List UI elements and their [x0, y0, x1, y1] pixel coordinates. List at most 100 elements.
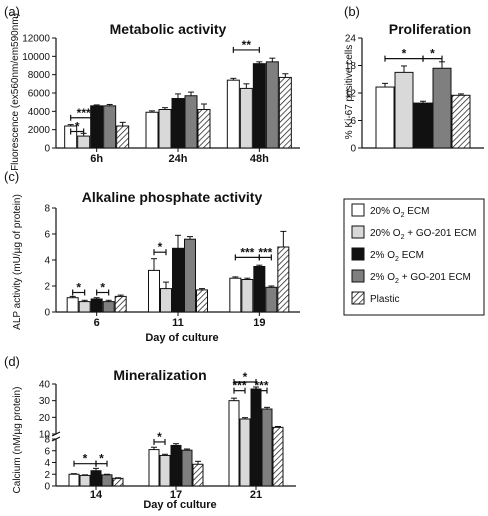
bar: [261, 408, 273, 487]
legend-label-subscript: 2: [395, 278, 399, 285]
y-tick-label: 30: [39, 396, 51, 407]
significance-label: *: [430, 47, 435, 61]
panel-metabolic-activity: (a) Metabolic activity Fluorescence (ex5…: [4, 4, 300, 171]
bar: [159, 454, 171, 487]
bar: [101, 474, 113, 487]
bar: [103, 105, 117, 149]
bar: [158, 109, 172, 149]
bar: [241, 279, 254, 313]
bar: [112, 477, 124, 487]
y-tick-label: 8: [44, 435, 50, 446]
panel-letter: (a): [4, 4, 20, 19]
legend-swatch: [351, 269, 365, 283]
bar: [432, 67, 452, 149]
bar: [239, 418, 251, 487]
bar: [228, 400, 240, 487]
legend-swatch: [351, 203, 365, 217]
y-tick-label: 18: [345, 61, 357, 72]
bar: [68, 473, 80, 487]
legend-swatch: [351, 291, 365, 305]
bar: [375, 86, 395, 149]
significance-label: ***: [240, 245, 254, 259]
bar: [184, 238, 196, 313]
significance-label: ***: [254, 379, 268, 393]
y-tick-label: 12000: [22, 34, 50, 45]
plot-area: 0 6 12 18 24 * *: [345, 34, 484, 155]
panel-alp-activity: (c) Alkaline phosphate activity ALP acti…: [4, 169, 300, 344]
legend-label-main: 2% O: [370, 250, 395, 261]
y-tick-label: 2000: [28, 125, 51, 136]
bar: [265, 61, 279, 149]
y-tick-label: 4000: [28, 107, 51, 118]
panel-proliferation: (b) Proliferation % Ki-67 positive cells…: [344, 4, 484, 155]
bar: [148, 449, 160, 487]
y-tick-label: 6: [44, 446, 50, 457]
panel-mineralization: (d) Mineralization Calcium (nM/µg protei…: [4, 354, 296, 511]
bar: [451, 94, 471, 149]
x-tick-label: 6: [94, 317, 100, 329]
bar: [265, 286, 278, 313]
legend-label: Plastic: [370, 294, 399, 305]
chart-title: Metabolic activity: [110, 21, 227, 37]
y-tick-label: 8000: [28, 70, 51, 81]
significance-label: *: [99, 452, 104, 466]
y-tick-label: 8: [44, 204, 50, 215]
significance-label: *: [83, 452, 88, 466]
x-axis-label: Day of culture: [145, 332, 218, 344]
y-tick-label: 2: [44, 470, 50, 481]
bar: [252, 63, 266, 149]
panel-letter: (b): [344, 4, 360, 19]
bar: [90, 470, 102, 487]
x-tick-label: 6h: [90, 153, 103, 165]
x-tick-label: 48h: [250, 153, 269, 165]
bar: [170, 444, 182, 487]
significance-label: *: [157, 430, 162, 444]
legend-swatch: [351, 225, 365, 239]
legend-label: 20% O2 ECM: [370, 206, 429, 219]
legend-label-rest: + GO-201 ECM: [399, 272, 471, 283]
significance-label: **: [242, 38, 252, 52]
panel-letter: (d): [4, 354, 20, 369]
y-tick-label: 12: [345, 89, 357, 100]
y-tick-label: 0: [44, 308, 50, 319]
x-tick-label: 19: [253, 317, 265, 329]
bar: [250, 388, 262, 487]
bar: [145, 111, 159, 149]
significance-label: *: [243, 370, 248, 384]
x-tick-label: 17: [170, 489, 182, 501]
legend-label-main: 2% O: [370, 272, 395, 283]
bar: [226, 79, 240, 149]
bar: [277, 246, 290, 313]
x-tick-label: 21: [250, 489, 262, 501]
y-tick-label: 0: [44, 144, 50, 155]
panel-letter: (c): [4, 169, 19, 184]
y-tick-label: 0: [44, 482, 50, 493]
bar: [172, 247, 184, 313]
legend-label-main: 20% O: [370, 228, 401, 239]
legend-swatch: [351, 247, 365, 261]
bar: [278, 76, 292, 149]
legend-label: 2% O2 + GO-201 ECM: [370, 272, 471, 285]
significance-label: *: [76, 281, 81, 295]
bar: [239, 87, 253, 149]
bar: [253, 266, 266, 313]
significance-label: *: [100, 281, 105, 295]
significance-label: ***: [258, 245, 272, 259]
bar: [90, 298, 103, 313]
legend-label-subscript: 2: [401, 234, 405, 241]
y-tick-label: 40: [39, 380, 51, 391]
bar: [116, 125, 130, 149]
y-tick-label: 0: [350, 144, 356, 155]
bar: [148, 269, 160, 313]
x-tick-label: 11: [172, 317, 184, 329]
y-tick-label: 20: [39, 413, 51, 424]
significance-label: ***: [77, 106, 91, 120]
y-tick-label: 6: [44, 230, 50, 241]
bar: [184, 95, 198, 149]
bar: [102, 301, 115, 313]
bar: [114, 295, 127, 313]
